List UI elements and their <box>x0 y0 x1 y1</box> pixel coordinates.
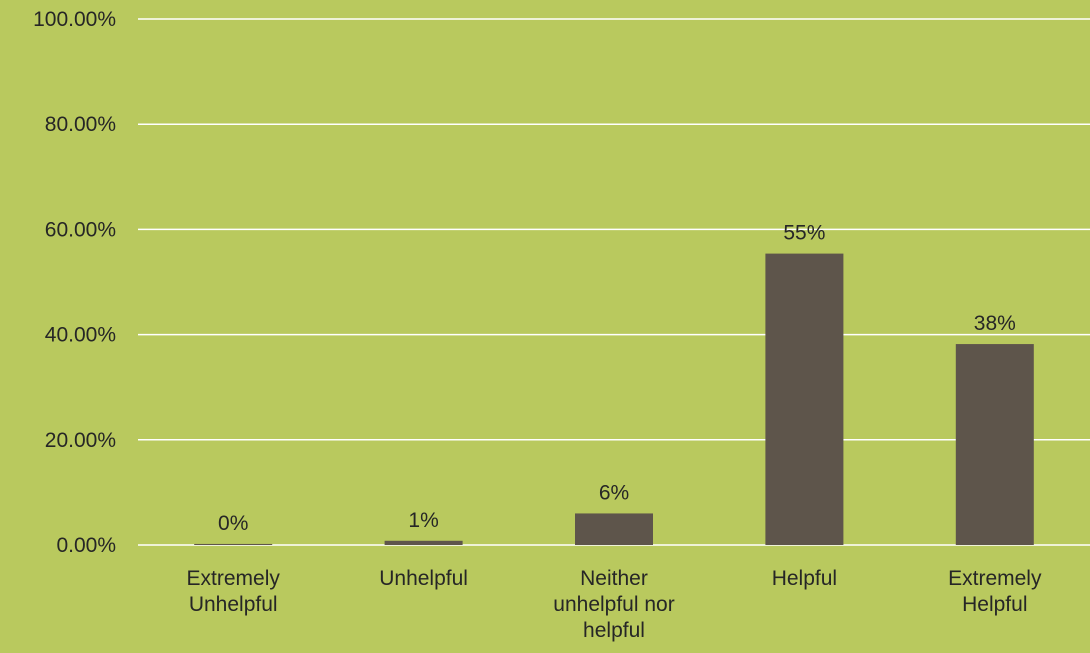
bar <box>194 543 273 545</box>
x-category-label-line: Helpful <box>772 567 837 590</box>
y-tick-label: 20.00% <box>45 429 116 452</box>
x-category-label-line: helpful <box>583 619 645 642</box>
y-tick-label: 60.00% <box>45 218 116 241</box>
x-category-label: Extremely Helpful <box>948 567 1042 616</box>
y-tick-label: 80.00% <box>45 113 116 136</box>
bar <box>384 540 463 545</box>
bar <box>955 344 1034 545</box>
x-category-label-line: Extremely <box>187 567 281 590</box>
y-axis-tick-labels: 0.00% 20.00% 40.00% 60.00% 80.00% 100.00% <box>33 8 116 557</box>
x-category-label: Unhelpful <box>379 567 468 590</box>
x-category-label: Helpful <box>772 567 837 590</box>
x-category-label-line: Neither <box>580 567 648 590</box>
x-category-label: Neither unhelpful nor helpful <box>553 567 674 642</box>
data-label: 1% <box>408 509 438 532</box>
gridlines <box>138 18 1090 546</box>
x-category-label-line: Unhelpful <box>379 567 468 590</box>
x-category-label-line: Helpful <box>962 593 1027 616</box>
data-label: 6% <box>599 481 629 504</box>
bar <box>765 253 844 545</box>
x-axis-category-labels: Extremely Unhelpful Unhelpful Neither unhelp… <box>187 567 1042 642</box>
x-category-label-line: unhelpful nor <box>553 593 674 616</box>
bar <box>575 513 653 545</box>
y-tick-label: 0.00% <box>56 534 116 557</box>
x-category-label-line: Extremely <box>948 567 1042 590</box>
x-category-label-line: Unhelpful <box>189 593 278 616</box>
x-category-label: Extremely Unhelpful <box>187 567 281 616</box>
y-tick-label: 40.00% <box>45 324 116 347</box>
bars <box>194 253 1034 545</box>
y-tick-label: 100.00% <box>33 8 116 31</box>
data-labels: 0% 1% 6% 55% 38% <box>218 222 1016 535</box>
data-label: 0% <box>218 512 248 535</box>
data-label: 38% <box>974 312 1016 335</box>
data-label: 55% <box>783 222 825 245</box>
